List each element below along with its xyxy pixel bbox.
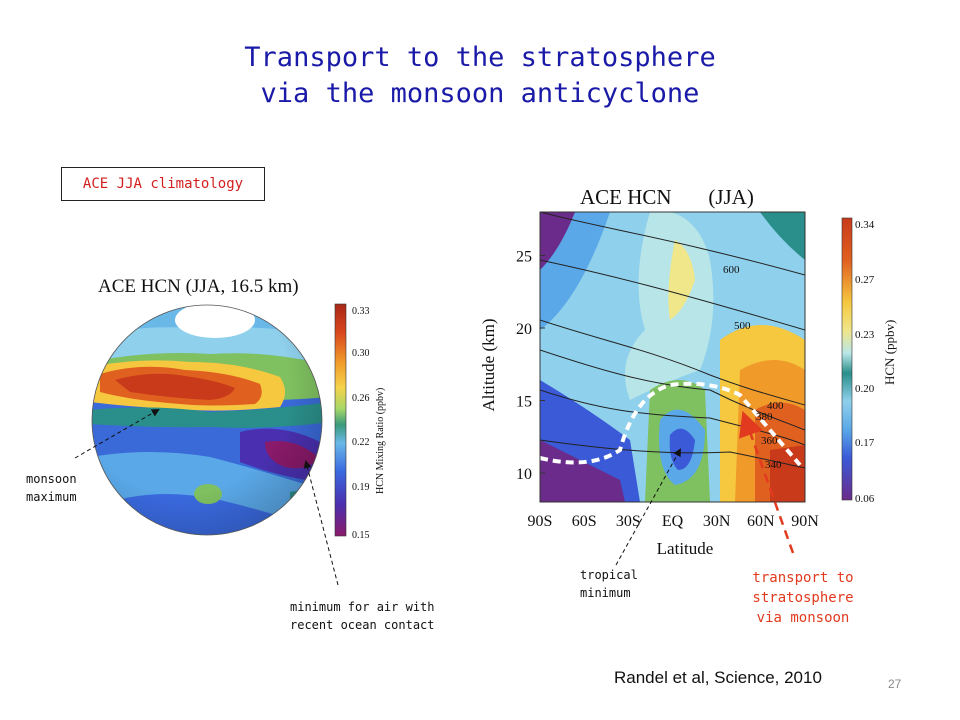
x-tick-label: 60S: [572, 513, 597, 530]
contour-label: 500: [734, 320, 751, 332]
x-tick-label: 90N: [791, 513, 819, 530]
ocean-min-arrow: [303, 460, 339, 586]
tropopause-line: [539, 381, 802, 467]
globe-cbar-tick: 0.33: [352, 306, 370, 317]
heatmap-cbar-tick: 0.23: [855, 329, 875, 341]
globe-colorbar-label: HCN Mixing Ratio (ppbv): [375, 388, 386, 494]
slide-title: Transport to the stratosphere via the mo…: [0, 40, 960, 112]
contour-label: 600: [723, 264, 740, 276]
x-tick-label: 30N: [703, 513, 731, 530]
globe-cbar-tick: 0.15: [352, 530, 370, 541]
heatmap-cbar-tick: 0.34: [855, 219, 875, 231]
citation: Randel et al, Science, 2010: [614, 668, 822, 687]
heatmap-cbar-tick: 0.06: [855, 493, 875, 505]
contour-label: 340: [765, 459, 782, 471]
x-axis-label: Latitude: [657, 539, 714, 558]
monsoon-max-note-line: monsoon: [26, 472, 77, 486]
ocean-min-note: minimum for air with recent ocean contac…: [290, 598, 435, 634]
x-tick-label: 60N: [747, 513, 775, 530]
y-tick-label: 20: [516, 321, 532, 338]
monsoon-max-note-line: maximum: [26, 490, 77, 504]
slide-title-line2: via the monsoon anticyclone: [260, 78, 700, 109]
heatmap-title: ACE HCN (JJA): [580, 185, 754, 209]
globe-map-title: ACE HCN (JJA, 16.5 km): [98, 276, 299, 297]
contour-label: 400: [767, 400, 784, 412]
heatmap-cbar-tick: 0.20: [855, 383, 875, 395]
transport-note-line: transport to: [752, 570, 854, 586]
globe-cbar-tick: 0.22: [352, 437, 370, 448]
tropical-min-note: tropical minimum: [580, 566, 638, 602]
heatmap-frame: [539, 211, 806, 503]
x-tick-label: 30S: [616, 513, 641, 530]
slide-title-line1: Transport to the stratosphere: [244, 42, 716, 73]
y-axis-label: Altitude (km): [479, 318, 498, 411]
page-number: 27: [888, 677, 902, 691]
x-tick-label: 90S: [528, 513, 553, 530]
x-ticks: 90S 60S 30S EQ 30N 60N 90N: [528, 513, 820, 530]
heatmap-colorbar: [841, 217, 853, 501]
climatology-box-label: ACE JJA climatology: [61, 167, 265, 201]
transport-note-line: stratosphere: [752, 590, 854, 606]
transport-note-line: via monsoon: [756, 610, 850, 626]
y-tick-label: 10: [516, 466, 532, 483]
contour-label: 360: [761, 435, 778, 447]
globe-cbar-tick: 0.19: [352, 482, 370, 493]
globe-cbar-tick: 0.30: [352, 348, 370, 359]
heatmap-cbar-tick: 0.27: [855, 274, 875, 286]
globe-colorbar: [334, 303, 347, 537]
transport-note: transport to stratosphere via monsoon: [738, 568, 868, 628]
globe-outline: [91, 304, 323, 536]
tropical-min-note-line: tropical: [580, 568, 638, 582]
x-tick-label: EQ: [662, 513, 684, 530]
ocean-min-note-line: recent ocean contact: [290, 618, 435, 632]
y-ticks: 10 15 20 25: [516, 249, 545, 483]
heatmap-cbar-tick: 0.17: [855, 437, 875, 449]
y-tick-label: 15: [516, 394, 532, 411]
monsoon-max-note: monsoon maximum: [26, 470, 77, 506]
y-tick-label: 25: [516, 249, 532, 266]
globe-map-figure: ACE HCN (JJA, 16.5 km) 0.33 0.30 0.26 0.…: [91, 276, 386, 541]
heatmap-colorbar-label: HCN (ppbv): [882, 320, 897, 385]
ocean-min-note-line: minimum for air with: [290, 600, 435, 614]
tropical-min-note-line: minimum: [580, 586, 631, 600]
monsoon-max-arrow: [74, 408, 160, 459]
tropical-min-arrow: [615, 448, 681, 566]
transport-arrow: [739, 410, 795, 554]
globe-cbar-tick: 0.26: [352, 393, 370, 404]
